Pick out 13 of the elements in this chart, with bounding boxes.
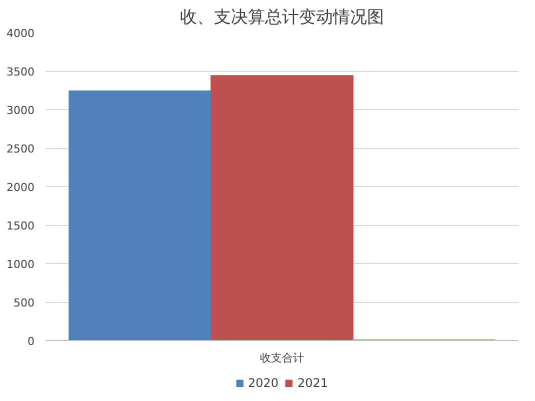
y-tick-label: 2000 [6,181,35,194]
y-tick-label: 3000 [6,104,35,117]
y-tick-label: 4000 [6,27,35,40]
x-tick-label: 收支合计 [260,352,304,364]
y-tick-label: 1500 [6,220,35,232]
y-tick-label: 500 [14,296,35,310]
legend-label: 2021 [298,376,328,390]
chart-title: 收、支决算总计变动情况图 [180,8,384,28]
legend-label: 2020 [248,376,278,390]
y-tick-label: 1000 [6,258,35,271]
y-tick-label: 2500 [6,142,35,156]
y-tick-label: 0 [28,335,34,348]
y-tick-label: 3500 [6,66,35,78]
